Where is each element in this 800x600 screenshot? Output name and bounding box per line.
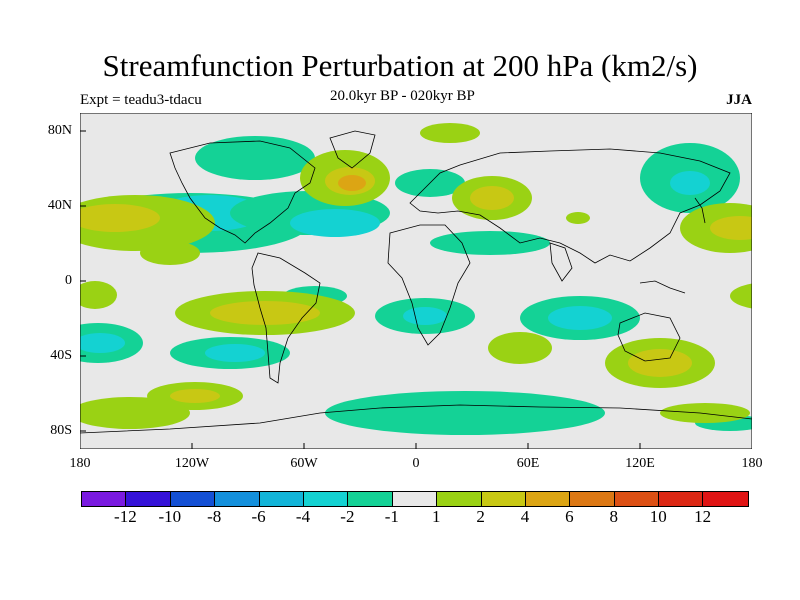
colorbar-swatch-12 (614, 492, 660, 506)
coast-north-america (169, 140, 316, 244)
coast-india (549, 242, 573, 282)
colorbar-label-8: 2 (476, 507, 485, 526)
contour-neg (430, 231, 550, 255)
colorbar-label-9: 4 (520, 507, 530, 526)
contour-neg2 (403, 307, 447, 325)
colorbar-label-12: 10 (649, 507, 667, 526)
contour-pos2 (210, 301, 320, 325)
contour-neg2 (205, 344, 265, 362)
colorbar-label-6: -1 (384, 507, 399, 526)
lon-label-60w: 60W (290, 456, 318, 471)
colorbar (81, 491, 749, 507)
colorbar-label-4: -4 (295, 507, 311, 526)
colorbar-swatch-0 (82, 492, 127, 506)
lon-label-120e: 120E (625, 456, 655, 471)
lat-label-0: 0 (65, 273, 72, 288)
contour-neg2 (670, 171, 710, 195)
contour-pos2 (470, 186, 514, 210)
colorbar-label-3: -6 (251, 507, 266, 526)
lat-label-80n: 80N (47, 123, 72, 138)
coastlines (80, 130, 752, 434)
contour-neg2 (290, 209, 380, 237)
plot-title: Streamfunction Perturbation at 200 hPa (… (102, 48, 698, 83)
streamfunction-map (80, 113, 752, 449)
colorbar-label-5: -2 (340, 507, 355, 526)
lon-label-60e: 60E (516, 456, 540, 471)
colorbar-swatch-8 (437, 492, 482, 506)
colorbar-swatch-10 (525, 492, 571, 506)
colorbar-swatch-13 (659, 492, 704, 506)
lon-label-180w: 180 (69, 456, 91, 471)
colorbar-label-2: -8 (207, 507, 222, 526)
map-panel (80, 113, 752, 449)
experiment-label: Expt = teadu3-tdacu (80, 92, 202, 108)
coast-europe-asia (409, 148, 731, 264)
season-label: JJA (726, 92, 752, 108)
positive-anomaly-fields (80, 150, 752, 429)
coast-australia (617, 312, 681, 362)
lat-label-40s: 40S (50, 348, 72, 363)
contour-neg (325, 391, 605, 435)
contour-pos (566, 212, 590, 224)
colorbar-label-1: -10 (158, 507, 182, 526)
contour-pos2 (628, 349, 692, 377)
contour-pos (660, 403, 750, 423)
colorbar-swatch-11 (570, 492, 615, 506)
coast-indonesia (639, 280, 686, 294)
period-label: 20.0kyr BP - 020kyr BP (330, 88, 475, 104)
lon-label-180e: 180 (741, 456, 763, 471)
colorbar-label-10: 6 (565, 507, 574, 526)
lon-label-0: 0 (412, 456, 420, 471)
lat-label-40n: 40N (47, 198, 72, 213)
colorbar-swatch-6 (348, 492, 393, 506)
coast-greenland (329, 130, 376, 169)
coast-africa (387, 224, 471, 346)
contour-pos (730, 283, 752, 309)
colorbar-label-13: 12 (694, 507, 712, 526)
contour-neg2 (548, 306, 612, 330)
contour-pos (140, 241, 200, 265)
contour-pos (80, 281, 117, 309)
colorbar-label-7: 1 (431, 507, 441, 526)
contour-pos2 (80, 204, 160, 232)
lat-label-80s: 80S (50, 423, 72, 438)
colorbar-label-11: 8 (609, 507, 619, 526)
colorbar-swatch-7 (392, 492, 438, 506)
colorbar-swatch-4 (259, 492, 304, 506)
lon-label-120w: 120W (174, 456, 210, 471)
contour-neg2 (80, 333, 125, 353)
coast-japan (694, 197, 706, 224)
colorbar-swatch-1 (126, 492, 171, 506)
colorbar-swatch-3 (215, 492, 260, 506)
colorbar-label-0: -12 (114, 507, 137, 526)
contour-pos (420, 123, 480, 143)
contour-pos2 (170, 389, 220, 403)
contour-pos (80, 397, 190, 429)
axis-ticks (80, 130, 641, 449)
contour-pos2 (710, 216, 752, 240)
colorbar-swatch-9 (481, 492, 526, 506)
contour-pos3 (338, 175, 366, 191)
coast-south-america (251, 252, 321, 384)
colorbar-swatch-2 (170, 492, 216, 506)
colorbar-swatch-5 (303, 492, 349, 506)
colorbar-swatch-14 (703, 492, 748, 506)
coast-antarctica (80, 404, 752, 434)
contour-pos (488, 332, 552, 364)
